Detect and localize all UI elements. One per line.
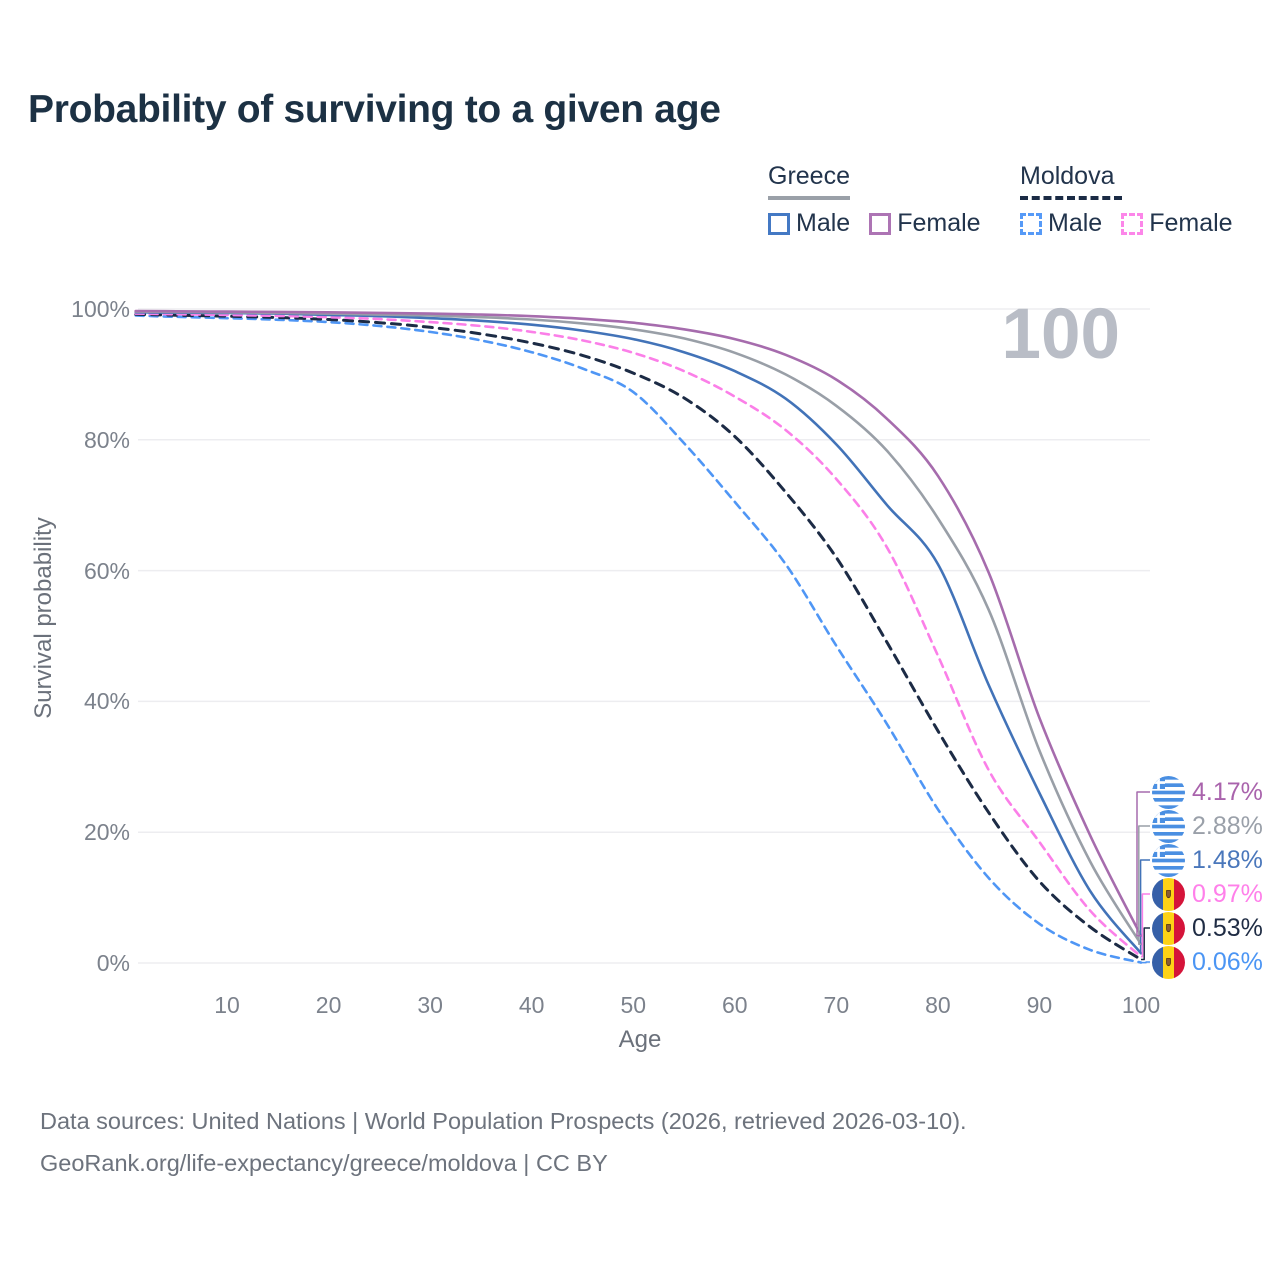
moldova-flag-icon [1152, 911, 1185, 945]
x-tick-label-20: 20 [315, 992, 342, 1018]
legend-heading-moldova: Moldova [1020, 162, 1115, 190]
greece-solid-line-swatch [768, 196, 850, 200]
legend-item-greece-female[interactable]: Female [869, 209, 981, 238]
hovered-age-watermark: 100 [1001, 295, 1120, 374]
y-tick-label-80: 80% [83, 426, 130, 453]
greece-male-swatch [768, 212, 790, 235]
end-label-value-moldova-both: 0.53% [1192, 914, 1263, 942]
moldova-flag-icon [1152, 877, 1185, 911]
end-label-connector-greece-both [1138, 825, 1150, 945]
end-label-connector-greece-male [1139, 859, 1150, 955]
moldova-female-swatch [1121, 212, 1144, 235]
legend-heading-greece: Greece [768, 162, 850, 190]
y-tick-label-0: 0% [96, 950, 130, 976]
end-label-row-moldova-both: 0.53% [1152, 911, 1263, 945]
x-tick-label-70: 70 [823, 992, 850, 1018]
greece-flag-icon [1152, 775, 1185, 809]
footer-attribution: GeoRank.org/life-expectancy/greece/moldo… [40, 1150, 608, 1176]
legend-label-moldova-male: Male [1048, 209, 1103, 237]
y-tick-label-40: 40% [83, 688, 130, 715]
x-tick-label-40: 40 [518, 992, 545, 1018]
curve-moldova-female[interactable] [134, 312, 1143, 958]
x-tick-label-50: 50 [620, 992, 647, 1018]
end-label-value-greece-male: 1.48% [1192, 846, 1263, 874]
end-label-connector-moldova-male [1141, 961, 1150, 964]
end-label-connector-greece-female [1136, 791, 1150, 937]
end-label-row-greece-male: 1.48% [1152, 843, 1263, 877]
y-axis-title: Survival probability [30, 517, 57, 719]
legend-item-greece-male[interactable]: Male [768, 209, 850, 238]
end-label-row-moldova-female: 0.97% [1152, 877, 1263, 911]
x-tick-label-90: 90 [1026, 992, 1053, 1018]
moldova-flag-icon [1152, 945, 1185, 979]
y-tick-label-100: 100% [71, 296, 130, 322]
end-label-value-moldova-male: 0.06% [1192, 948, 1263, 976]
legend-label-moldova-female: Female [1149, 209, 1233, 237]
legend-label-greece-male: Male [796, 209, 851, 237]
x-tick-label-100: 100 [1121, 992, 1161, 1018]
legend-label-greece-female: Female [897, 209, 981, 237]
end-label-connector-moldova-female [1141, 893, 1150, 958]
end-label-value-moldova-female: 0.97% [1192, 880, 1263, 908]
curve-moldova-male[interactable] [134, 314, 1143, 964]
curve-greece-both[interactable] [134, 310, 1143, 946]
curve-moldova-both[interactable] [134, 312, 1143, 961]
footer-data-sources: Data sources: United Nations | World Pop… [40, 1108, 967, 1134]
end-label-row-greece-female: 4.17% [1152, 775, 1263, 809]
end-label-value-greece-both: 2.88% [1192, 812, 1263, 840]
x-axis-title: Age [618, 1026, 662, 1053]
end-label-row-moldova-male: 0.06% [1152, 945, 1263, 979]
curve-greece-male[interactable] [134, 311, 1143, 955]
x-tick-label-60: 60 [722, 992, 748, 1018]
legend-group-moldova: Moldova Male Female [1020, 162, 1233, 238]
legend-group-greece: Greece Male Female [768, 162, 981, 238]
y-tick-label-20: 20% [83, 819, 130, 846]
end-label-connector-moldova-both [1141, 927, 1150, 961]
greece-flag-icon [1152, 809, 1185, 843]
greece-flag-icon [1152, 843, 1185, 877]
x-tick-label-10: 10 [214, 992, 240, 1018]
moldova-dashed-line-swatch [1020, 196, 1122, 200]
x-tick-label-30: 30 [417, 992, 443, 1018]
y-tick-label-60: 60% [83, 557, 130, 584]
legend-item-moldova-male[interactable]: Male [1020, 209, 1102, 238]
page-title: Probability of surviving to a given age [28, 88, 721, 131]
greece-female-swatch [869, 212, 892, 235]
moldova-male-swatch [1020, 212, 1042, 235]
legend-item-moldova-female[interactable]: Female [1121, 209, 1233, 238]
end-label-row-greece-both: 2.88% [1152, 809, 1263, 843]
end-label-value-greece-female: 4.17% [1192, 778, 1263, 806]
x-tick-label-80: 80 [925, 992, 951, 1018]
curve-greece-female[interactable] [134, 309, 1143, 937]
